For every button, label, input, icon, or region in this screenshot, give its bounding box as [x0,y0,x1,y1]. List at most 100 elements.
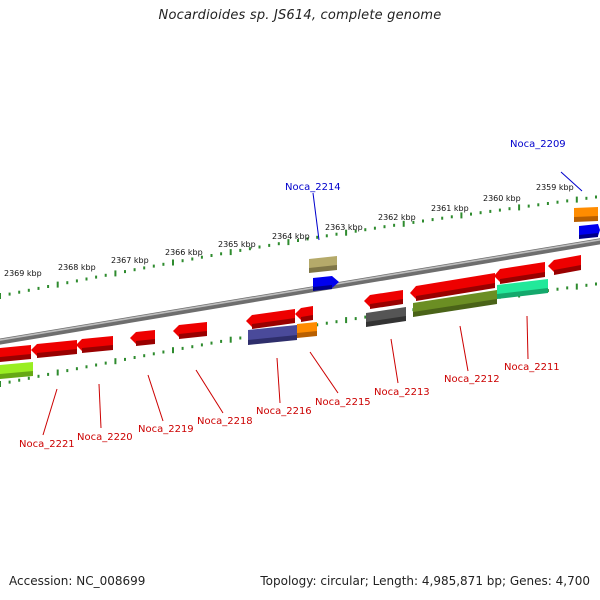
gene-red-b[interactable] [494,262,545,284]
outer-ring-minor-tick [200,255,203,259]
inner-ring-minor-tick [8,380,11,384]
gene-noca-2216-slate[interactable] [248,325,297,345]
genome-backbone [0,238,600,345]
gene-red-j[interactable] [31,340,77,358]
outer-ring-minor-tick [27,288,30,292]
label-noca-2211[interactable]: Noca_2211 [504,362,560,373]
gene-red-e[interactable] [295,306,313,322]
inner-ring-major-tick [229,336,232,343]
label-noca-2212[interactable]: Noca_2212 [444,374,500,385]
inner-ring-minor-tick [47,372,50,376]
outer-ring-minor-tick [18,290,21,294]
outer-ring-minor-tick [431,218,434,222]
kbp-label-2365: 2365 kbp [218,240,256,249]
outer-ring-minor-tick [66,281,69,285]
gene-red-i[interactable] [76,336,113,353]
inner-ring-major-tick [0,381,1,387]
outer-ring-major-tick [518,204,521,211]
outer-ring-minor-tick [37,286,40,290]
label-noca-2213[interactable]: Noca_2213 [374,387,430,398]
gene-noca-2211-aquamarine[interactable] [497,279,548,299]
inner-ring-major-tick [114,358,117,365]
outer-ring-minor-tick [412,220,415,224]
inner-ring-minor-tick [104,361,107,365]
label-noca-2220[interactable]: Noca_2220 [77,432,133,443]
label-noca-2215[interactable]: Noca_2215 [315,397,371,408]
inner-ring-minor-tick [75,367,78,371]
outer-ring-major-tick [287,239,290,246]
outer-ring-minor-tick [104,273,107,277]
outer-ring-minor-tick [306,237,309,241]
inner-ring-major-tick [345,317,348,324]
inner-ring-minor-tick [18,378,21,382]
outer-ring-major-tick [114,270,117,277]
gene-noca-2214-khaki[interactable] [309,256,337,273]
kbp-label-2367: 2367 kbp [111,256,149,265]
gene-noca-2209-blue[interactable] [579,224,600,239]
inner-ring-minor-tick [66,369,69,373]
gene-red-k[interactable] [0,345,31,362]
inner-ring-minor-tick [143,354,146,358]
gene-labels: Noca_2209 Noca_2214 Noca_2211 Noca_2212 … [19,139,566,450]
gene-red-c[interactable] [410,273,495,301]
outer-ring-minor-tick [268,243,271,247]
outer-ring-minor-tick [556,200,559,204]
gene-red-a[interactable] [548,255,581,275]
outer-ring-minor-tick [498,208,501,212]
gene-noca-2213-gray[interactable] [366,307,406,327]
outer-ring-major-tick [56,281,59,288]
outer-ring-major-tick [460,212,463,219]
outer-ring-minor-tick [527,204,530,208]
label-noca-2209[interactable]: Noca_2209 [510,139,566,150]
outer-ring-minor-tick [585,196,588,200]
outer-ring-minor-tick [210,254,213,257]
outer-tick-ring [0,195,597,299]
inner-ring-minor-tick [200,343,203,347]
label-noca-2219[interactable]: Noca_2219 [138,424,194,435]
outer-ring-minor-tick [335,232,338,236]
kbp-label-2362: 2362 kbp [378,213,416,222]
kbp-label-2368: 2368 kbp [58,263,96,272]
outer-ring-minor-tick [47,285,50,288]
inner-ring-minor-tick [181,346,184,350]
inner-ring-major-tick [575,283,578,290]
outer-ring-minor-tick [537,203,540,207]
outer-ring-minor-tick [297,239,299,242]
label-noca-2221[interactable]: Noca_2221 [19,439,75,450]
outer-ring-minor-tick [450,215,453,219]
kbp-label-2366: 2366 kbp [165,248,203,257]
outer-ring-minor-tick [181,259,184,263]
label-noca-2214[interactable]: Noca_2214 [285,182,341,193]
inner-ring-minor-tick [595,282,597,286]
outer-ring-minor-tick [152,264,155,268]
gene-noca-2212-olive[interactable] [413,290,497,317]
outer-ring-minor-tick [191,257,194,261]
inner-ring-major-tick [56,369,59,376]
gene-noca-2221-lime[interactable] [0,362,33,379]
outer-ring-minor-tick [143,266,146,270]
gene-noca-2214-blue[interactable] [313,276,339,291]
gene-red-f[interactable] [246,309,295,329]
inner-ring-minor-tick [566,286,569,290]
kbp-label-2359: 2359 kbp [536,183,574,192]
inner-ring-minor-tick [316,323,319,327]
outer-ring-minor-tick [133,268,136,272]
inner-ring-minor-tick [335,320,338,324]
kbp-label-2361: 2361 kbp [431,204,469,213]
gene-noca-2215-orange[interactable] [297,322,317,338]
inner-ring-minor-tick [152,352,155,356]
gene-red-g[interactable] [173,322,207,339]
label-noca-2218[interactable]: Noca_2218 [197,416,253,427]
outer-ring-major-tick [345,229,348,236]
leader-lines [42,171,583,436]
kbp-label-2369: 2369 kbp [4,269,42,278]
outer-ring-minor-tick [508,207,511,211]
outer-ring-minor-tick [85,277,88,281]
gene-red-h[interactable] [130,330,155,346]
gene-noca-2209-orange[interactable] [574,207,598,222]
outer-ring-minor-tick [441,216,444,220]
label-noca-2216[interactable]: Noca_2216 [256,406,312,417]
gene-red-d[interactable] [364,290,403,309]
